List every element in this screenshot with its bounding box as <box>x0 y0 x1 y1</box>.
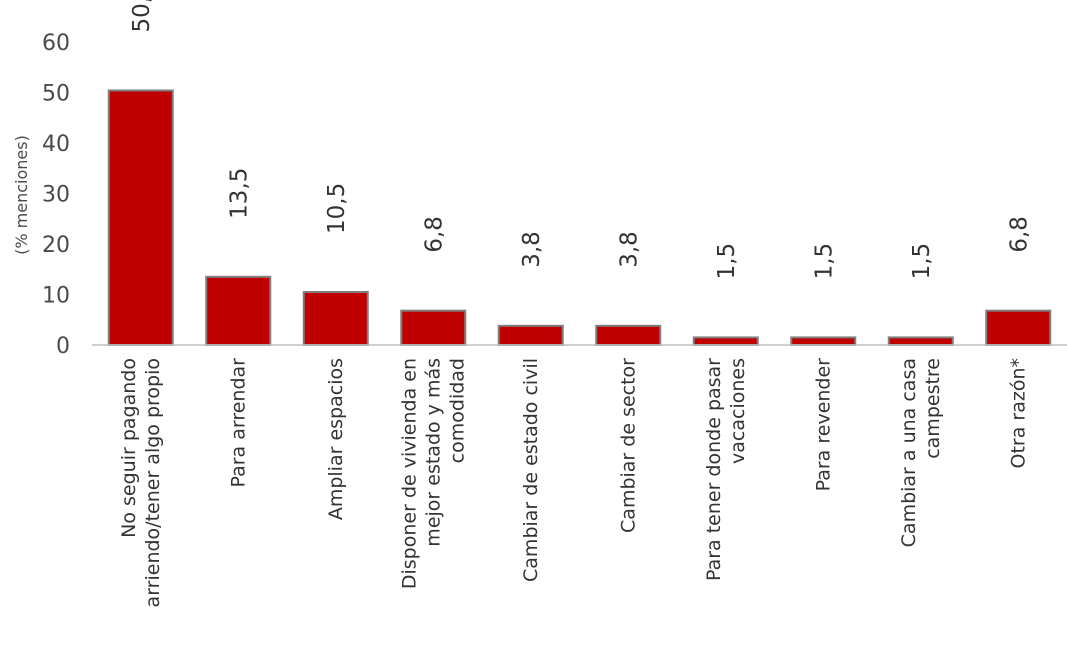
y-tick-label: 0 <box>56 334 70 359</box>
data-label: 3,8 <box>519 231 545 268</box>
data-label: 50,4 <box>129 0 155 32</box>
y-tick-label: 50 <box>42 82 70 107</box>
category-label: vacaciones <box>727 358 749 464</box>
bar <box>107 89 174 347</box>
data-label: 1,5 <box>714 243 740 280</box>
bar <box>400 309 467 347</box>
data-label: 13,5 <box>226 168 252 219</box>
y-axis-label: (% menciones) <box>12 135 31 255</box>
category-label: Cambiar de estado civil <box>520 358 542 582</box>
bar <box>595 324 662 346</box>
bar <box>205 275 272 347</box>
bar <box>497 324 564 346</box>
bar <box>692 336 759 346</box>
category-label: comodidad <box>446 358 468 463</box>
category-label: No seguir pagando <box>118 358 140 538</box>
bar <box>887 336 954 346</box>
y-tick-label: 60 <box>42 31 70 56</box>
category-label: Para arrendar <box>227 358 249 488</box>
data-label: 6,8 <box>1006 216 1032 253</box>
data-label: 1,5 <box>811 243 837 280</box>
category-labels: No seguir pagando arriendo/tener algo pro… <box>118 358 1030 608</box>
bar <box>790 336 857 346</box>
category-label: Cambiar a una casa <box>898 358 920 547</box>
category-label: Disponer de vivienda en <box>398 358 420 589</box>
category-label: Para revender <box>812 358 834 492</box>
bar <box>302 290 369 347</box>
category-label: Ampliar espacios <box>325 358 347 520</box>
category-label: Para tener donde pasar <box>703 358 725 581</box>
category-label: campestre <box>922 358 944 459</box>
category-label: Cambiar de sector <box>617 358 639 533</box>
y-axis-ticks: 0 10 20 30 40 50 60 <box>42 31 70 359</box>
data-label: 1,5 <box>909 243 935 280</box>
category-label: arriendo/tener algo propio <box>142 358 164 607</box>
y-tick-label: 20 <box>42 233 70 258</box>
data-label: 3,8 <box>616 231 642 268</box>
bars <box>107 89 1052 347</box>
data-label: 6,8 <box>421 216 447 253</box>
data-labels: 50,4 13,5 10,5 6,8 3,8 3,8 1,5 1,5 1,5 6,8 <box>129 0 1033 279</box>
y-tick-label: 10 <box>42 284 70 309</box>
data-label: 10,5 <box>324 183 350 234</box>
y-tick-label: 40 <box>42 132 70 157</box>
category-label: Otra razón* <box>1007 358 1029 469</box>
y-tick-label: 30 <box>42 183 70 208</box>
bar <box>985 309 1052 347</box>
category-label: mejor estado y más <box>422 358 444 547</box>
